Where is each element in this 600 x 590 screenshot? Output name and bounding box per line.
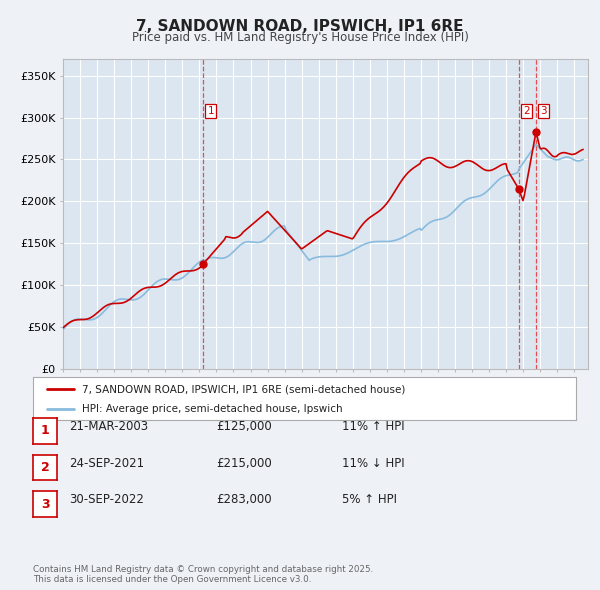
Text: 3: 3 <box>540 106 547 116</box>
Text: 11% ↓ HPI: 11% ↓ HPI <box>342 457 404 470</box>
Text: 2: 2 <box>41 461 49 474</box>
Text: 5% ↑ HPI: 5% ↑ HPI <box>342 493 397 506</box>
Text: 7, SANDOWN ROAD, IPSWICH, IP1 6RE (semi-detached house): 7, SANDOWN ROAD, IPSWICH, IP1 6RE (semi-… <box>82 384 405 394</box>
Text: Contains HM Land Registry data © Crown copyright and database right 2025.
This d: Contains HM Land Registry data © Crown c… <box>33 565 373 584</box>
Text: 7, SANDOWN ROAD, IPSWICH, IP1 6RE: 7, SANDOWN ROAD, IPSWICH, IP1 6RE <box>136 19 464 34</box>
Text: 1: 1 <box>41 424 49 438</box>
Text: Price paid vs. HM Land Registry's House Price Index (HPI): Price paid vs. HM Land Registry's House … <box>131 31 469 44</box>
Text: £215,000: £215,000 <box>216 457 272 470</box>
Text: 24-SEP-2021: 24-SEP-2021 <box>69 457 144 470</box>
Text: 11% ↑ HPI: 11% ↑ HPI <box>342 420 404 433</box>
Text: £283,000: £283,000 <box>216 493 272 506</box>
Text: 1: 1 <box>208 106 214 116</box>
Text: 30-SEP-2022: 30-SEP-2022 <box>69 493 144 506</box>
Text: 2: 2 <box>523 106 530 116</box>
Text: 21-MAR-2003: 21-MAR-2003 <box>69 420 148 433</box>
Text: 3: 3 <box>41 497 49 511</box>
Text: HPI: Average price, semi-detached house, Ipswich: HPI: Average price, semi-detached house,… <box>82 404 343 414</box>
Text: £125,000: £125,000 <box>216 420 272 433</box>
